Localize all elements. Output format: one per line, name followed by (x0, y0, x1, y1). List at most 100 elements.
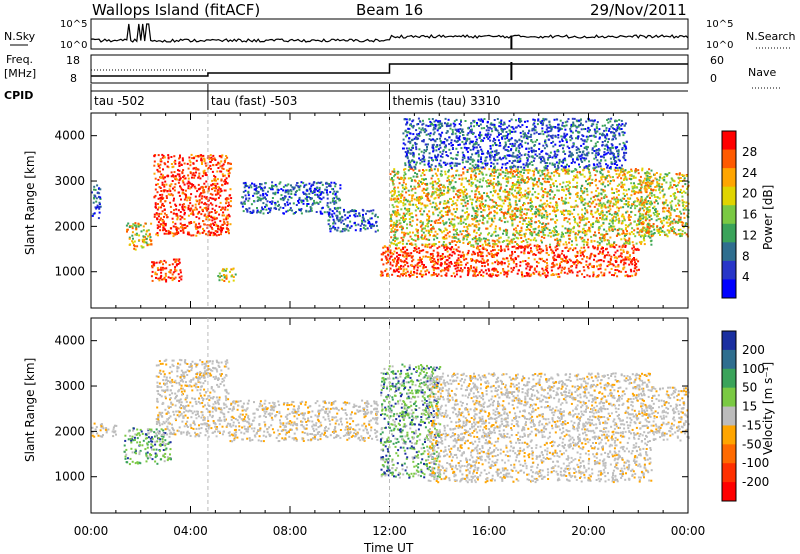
heatmap-cell (574, 232, 577, 235)
heatmap-cell (265, 204, 268, 207)
heatmap-cell (574, 237, 577, 240)
heatmap-cell (456, 190, 459, 193)
heatmap-cell (521, 217, 524, 219)
heatmap-cell (397, 171, 400, 174)
heatmap-cell (622, 206, 625, 209)
heatmap-cell (472, 274, 475, 277)
heatmap-cell (158, 186, 161, 188)
heatmap-cell (488, 253, 491, 256)
heatmap-cell (395, 225, 398, 228)
heatmap-cell (213, 174, 215, 177)
heatmap-cell (599, 170, 602, 173)
heatmap-cell (549, 177, 552, 180)
heatmap-cell (347, 216, 350, 219)
heatmap-cell (545, 205, 548, 208)
heatmap-cell (480, 260, 483, 263)
heatmap-cell (523, 252, 526, 255)
heatmap-cell (520, 187, 522, 190)
heatmap-cell (227, 229, 230, 232)
heatmap-cell (569, 210, 572, 213)
heatmap-cell (578, 171, 581, 174)
heatmap-cell (411, 188, 414, 191)
heatmap-cell (331, 210, 334, 213)
heatmap-cell (493, 269, 496, 272)
heatmap-cell (557, 273, 560, 276)
heatmap-cell (625, 228, 627, 231)
heatmap-cell (502, 229, 505, 232)
heatmap-cell (175, 204, 178, 207)
heatmap-cell (155, 183, 158, 186)
heatmap-cell (538, 214, 541, 217)
heatmap-cell (448, 224, 451, 227)
heatmap-cell (475, 261, 477, 264)
heatmap-cell (622, 179, 625, 181)
heatmap-cell (620, 259, 623, 262)
heatmap-cell (392, 198, 395, 201)
heatmap-cell (474, 268, 477, 271)
heatmap-cell (164, 272, 167, 275)
heatmap-cell (407, 233, 410, 236)
heatmap-cell (435, 267, 438, 270)
heatmap-cell (389, 267, 392, 270)
heatmap-cell (428, 271, 430, 274)
heatmap-cell (572, 230, 575, 233)
heatmap-cell (521, 275, 524, 278)
heatmap-cell (407, 239, 410, 242)
heatmap-cell (532, 271, 535, 274)
heatmap-cell (580, 185, 583, 187)
heatmap-cell (338, 211, 341, 214)
heatmap-cell (186, 233, 189, 236)
heatmap-cell (404, 218, 407, 220)
heatmap-cell (427, 229, 430, 232)
heatmap-cell (168, 264, 171, 266)
heatmap-cell (424, 245, 427, 248)
heatmap-cell (398, 275, 401, 278)
heatmap-cell (546, 274, 549, 277)
heatmap-cell (149, 238, 151, 241)
heatmap-cell (511, 215, 514, 218)
heatmap-cell (623, 258, 626, 261)
heatmap-cell (636, 231, 639, 234)
heatmap-cell (483, 167, 486, 170)
heatmap-cell (421, 213, 424, 216)
heatmap-cell (462, 255, 465, 257)
heatmap-cell (633, 192, 636, 195)
heatmap-cell (255, 192, 258, 195)
heatmap-cell (578, 231, 580, 234)
heatmap-cell (382, 253, 385, 256)
heatmap-cell (567, 212, 570, 215)
heatmap-cell (218, 205, 221, 208)
heatmap-cell (131, 226, 134, 228)
heatmap-cell (178, 157, 181, 160)
heatmap-cell (503, 262, 506, 265)
heatmap-cell (392, 211, 395, 214)
heatmap-cell (453, 236, 456, 239)
heatmap-cell (359, 229, 362, 232)
heatmap-cell (529, 239, 532, 242)
date-title: 29/Nov/2011 (590, 1, 687, 19)
heatmap-cell (579, 230, 582, 233)
heatmap-cell (486, 185, 489, 188)
heatmap-cell (454, 215, 456, 218)
heatmap-cell (590, 235, 593, 238)
heatmap-cell (513, 212, 516, 215)
heatmap-cell (92, 201, 95, 204)
heatmap-cell (244, 194, 247, 197)
heatmap-cell (464, 218, 467, 221)
heatmap-cell (444, 244, 447, 247)
heatmap-cell (512, 194, 515, 197)
heatmap-cell (603, 168, 606, 170)
heatmap-cell (289, 189, 292, 192)
heatmap-cell (476, 199, 478, 202)
heatmap-cell (172, 199, 175, 202)
heatmap-cell (547, 271, 549, 274)
heatmap-cell (581, 173, 584, 176)
heatmap-cell (271, 181, 274, 184)
heatmap-cell (319, 191, 322, 194)
heatmap-cell (580, 187, 582, 190)
heatmap-cell (215, 211, 218, 213)
heatmap-cell (502, 269, 505, 272)
heatmap-cell (415, 228, 418, 231)
heatmap-cell (436, 174, 439, 177)
heatmap-cell (195, 199, 198, 202)
